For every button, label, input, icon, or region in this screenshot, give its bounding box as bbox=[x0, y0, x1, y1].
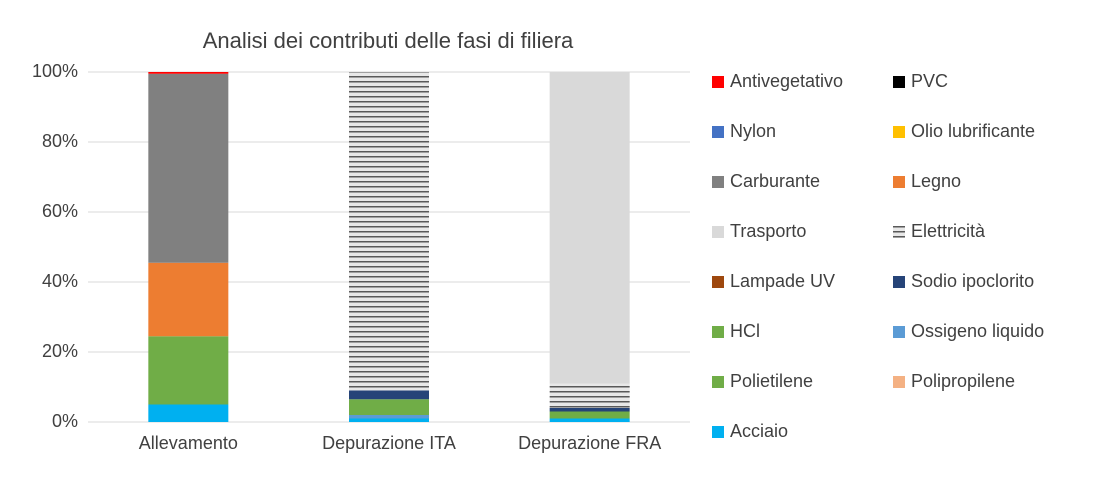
legend-label: Antivegetativo bbox=[730, 71, 843, 91]
bar-segment bbox=[349, 418, 429, 422]
legend-swatch bbox=[712, 176, 724, 188]
legend-swatch bbox=[712, 426, 724, 438]
bar-segment bbox=[148, 72, 229, 74]
legend-swatch bbox=[712, 376, 724, 388]
legend-swatch bbox=[893, 376, 905, 388]
legend-swatch bbox=[712, 326, 724, 338]
legend-swatch bbox=[893, 76, 905, 88]
bar-segment bbox=[549, 72, 630, 384]
legend-swatch bbox=[712, 226, 724, 238]
legend-swatch bbox=[893, 126, 905, 138]
y-tick-label: 60% bbox=[42, 201, 78, 221]
legend-swatch bbox=[893, 226, 905, 238]
bar-segment bbox=[349, 399, 429, 415]
y-tick-label: 80% bbox=[42, 131, 78, 151]
legend-label: Carburante bbox=[730, 171, 820, 191]
legend-swatch bbox=[712, 76, 724, 88]
bar-segment bbox=[148, 73, 229, 263]
legend-label: Trasporto bbox=[730, 221, 806, 241]
legend-label: Nylon bbox=[730, 121, 776, 141]
legend-label: Sodio ipoclorito bbox=[911, 271, 1034, 291]
legend-swatch bbox=[893, 176, 905, 188]
legend-label: Elettricità bbox=[911, 221, 986, 241]
x-tick-label: Allevamento bbox=[139, 433, 238, 453]
chart-title: Analisi dei contributi delle fasi di fil… bbox=[203, 28, 574, 53]
bar-segment bbox=[549, 408, 630, 412]
x-tick-label: Depurazione ITA bbox=[322, 433, 456, 453]
legend-swatch bbox=[893, 326, 905, 338]
legend-swatch bbox=[893, 276, 905, 288]
y-tick-label: 20% bbox=[42, 341, 78, 361]
bar-segment bbox=[148, 404, 229, 422]
legend-swatch bbox=[712, 276, 724, 288]
legend-label: Ossigeno liquido bbox=[911, 321, 1044, 341]
legend-label: Polietilene bbox=[730, 371, 813, 391]
bar-segment bbox=[549, 411, 630, 419]
legend-label: Polipropilene bbox=[911, 371, 1015, 391]
legend-label: Acciaio bbox=[730, 421, 788, 441]
legend-label: Lampade UV bbox=[730, 271, 835, 291]
legend-swatch bbox=[712, 126, 724, 138]
bar-segment bbox=[148, 262, 229, 337]
legend-label: Olio lubrificante bbox=[911, 121, 1035, 141]
bar-segment bbox=[549, 418, 630, 422]
y-tick-label: 0% bbox=[52, 411, 78, 431]
bar-segment bbox=[349, 390, 429, 400]
bar-segment bbox=[549, 383, 630, 408]
legend-label: Legno bbox=[911, 171, 961, 191]
legend-label: PVC bbox=[911, 71, 948, 91]
y-tick-label: 40% bbox=[42, 271, 78, 291]
bar-segment bbox=[349, 72, 429, 391]
bar-segment bbox=[349, 415, 429, 419]
legend-label: HCl bbox=[730, 321, 760, 341]
x-tick-label: Depurazione FRA bbox=[518, 433, 661, 453]
bar-segment bbox=[148, 336, 229, 405]
y-tick-label: 100% bbox=[32, 61, 78, 81]
